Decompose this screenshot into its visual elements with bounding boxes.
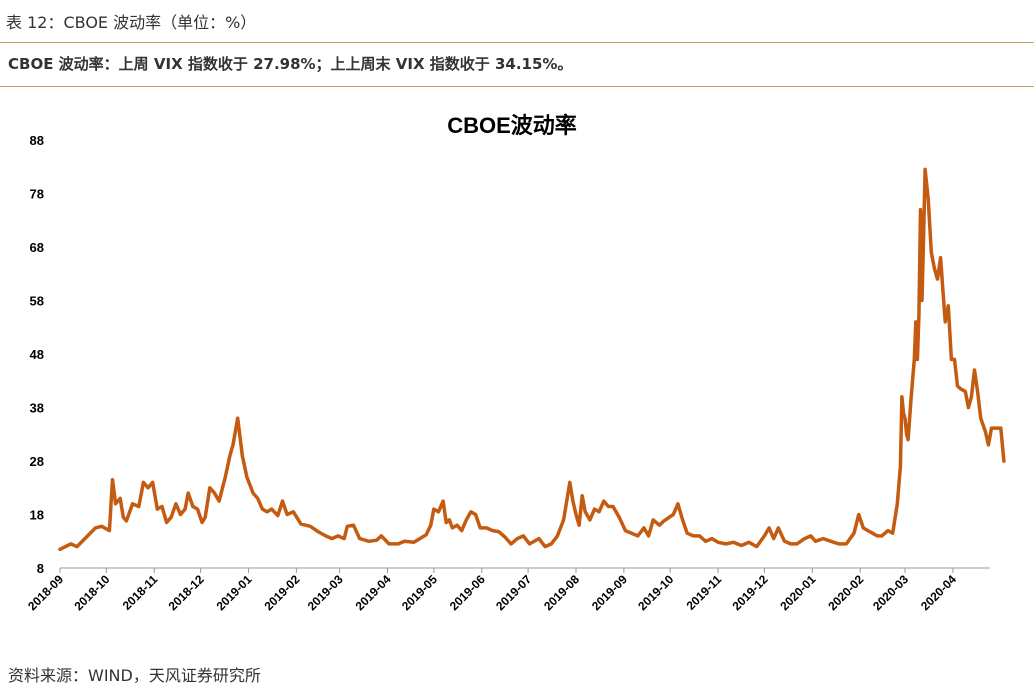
x-tick-label: 2019-12 — [730, 572, 771, 613]
x-tick-label: 2018-11 — [120, 572, 161, 613]
summary-text: CBOE 波动率：上周 VIX 指数收于 27.98%；上上周末 VIX 指数收… — [8, 55, 573, 73]
series-layer — [58, 167, 1006, 552]
y-tick-label: 88 — [30, 133, 44, 148]
vix-series-line — [58, 167, 1006, 552]
table-caption: 表 12：CBOE 波动率（单位：%） — [6, 13, 257, 32]
x-tick-label: 2019-08 — [541, 572, 582, 613]
y-axis-ticks: 8 18 28 38 48 58 68 78 88 — [30, 133, 44, 576]
top-divider — [0, 42, 1034, 43]
x-tick-label: 2019-06 — [447, 572, 488, 613]
x-tick-label: 2019-02 — [261, 572, 302, 613]
x-tick-label: 2018-10 — [71, 572, 112, 613]
x-tick-label: 2019-03 — [305, 572, 346, 613]
y-tick-label: 48 — [30, 347, 44, 362]
x-tick-label: 2020-03 — [870, 572, 911, 613]
x-tick-label: 2018-09 — [25, 572, 66, 613]
y-tick-label: 18 — [30, 508, 44, 523]
x-tick-label: 2019-07 — [493, 572, 534, 613]
y-tick-label: 38 — [30, 401, 44, 416]
y-tick-label: 68 — [30, 240, 44, 255]
x-tick-label: 2019-11 — [684, 572, 725, 613]
x-tick-label: 2019-10 — [635, 572, 676, 613]
x-tick-label: 2020-01 — [777, 572, 818, 613]
chart-title: CBOE波动率 — [447, 113, 577, 138]
x-tick-label: 2019-09 — [589, 572, 630, 613]
summary-divider — [0, 86, 1034, 87]
y-tick-label: 8 — [37, 561, 44, 576]
y-tick-label: 78 — [30, 187, 44, 202]
x-tick-label: 2019-05 — [399, 572, 440, 613]
x-axis-ticks: 2018-09 2018-10 2018-11 2018-12 2019-01 2019-… — [25, 568, 959, 613]
vix-line-chart: CBOE波动率 8 18 28 38 48 58 68 78 88 2018-09 2018-10… — [25, 113, 1006, 613]
y-tick-label: 58 — [30, 294, 44, 309]
x-tick-label: 2020-04 — [918, 572, 959, 613]
x-tick-label: 2019-01 — [214, 572, 255, 613]
source-note: 资料来源：WIND，天风证券研究所 — [8, 666, 261, 685]
x-tick-label: 2019-04 — [353, 572, 394, 613]
x-tick-label: 2018-12 — [166, 572, 207, 613]
x-tick-label: 2020-02 — [825, 572, 866, 613]
y-tick-label: 28 — [30, 454, 44, 469]
